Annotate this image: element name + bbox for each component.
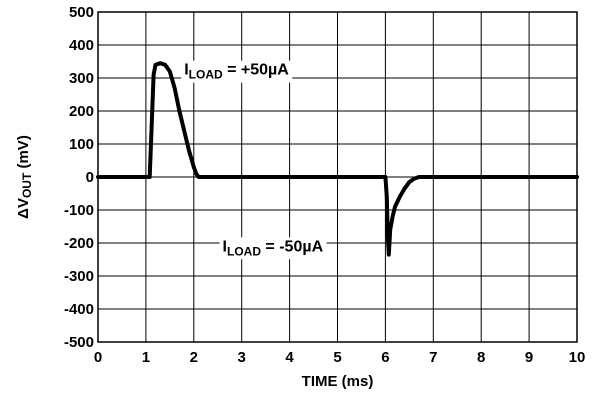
y-tick-label: 200 (69, 103, 94, 120)
y-tick-label: 400 (69, 37, 94, 54)
y-axis-label-suffix: (mV) (15, 135, 32, 173)
x-tick-label: 8 (477, 349, 485, 366)
y-tick-label: -300 (64, 268, 94, 285)
y-tick-label: 100 (69, 136, 94, 153)
x-tick-label: 7 (429, 349, 437, 366)
annotation-prefix: I (223, 238, 227, 255)
series-line (96, 61, 579, 257)
annotation-prefix: I (184, 62, 188, 79)
x-tick-label: 0 (94, 349, 102, 366)
x-tick-label: 2 (190, 349, 198, 366)
y-axis-label-prefix: ΔV (15, 198, 32, 219)
x-tick-label: 6 (381, 349, 389, 366)
annotation-subscript: LOAD (189, 68, 223, 82)
x-tick-label: 10 (569, 349, 586, 366)
y-tick-label: 0 (86, 169, 94, 186)
y-tick-label: -500 (64, 334, 94, 351)
x-tick-label: 1 (142, 349, 150, 366)
annotation-positive-load: ILOAD = +50µA (181, 60, 293, 83)
annotation-negative-load: ILOAD = -50µA (219, 237, 327, 260)
svg-text:ILOAD = +50µA: ILOAD = +50µA (184, 62, 289, 82)
x-tick-label: 4 (285, 349, 294, 366)
y-tick-label: -400 (64, 301, 94, 318)
svg-text:ILOAD = -50µA: ILOAD = -50µA (223, 238, 324, 258)
y-tick-label: 300 (69, 70, 94, 87)
annotation-text: = +50µA (223, 62, 290, 79)
y-axis-label: ΔVOUT (mV) (15, 135, 34, 219)
x-tick-label: 9 (525, 349, 533, 366)
y-tick-label: -200 (64, 235, 94, 252)
x-tick-labels: 0 1 2 3 4 5 6 7 8 9 10 (94, 349, 586, 366)
y-tick-label: -100 (64, 202, 94, 219)
x-tick-label: 5 (333, 349, 341, 366)
y-tick-label: 500 (69, 4, 94, 21)
annotation-subscript: LOAD (227, 244, 261, 258)
x-tick-label: 3 (238, 349, 246, 366)
annotation-text: = -50µA (261, 238, 324, 255)
y-tick-labels: 500 400 300 200 100 0 -100 -200 -300 -400 -500 (64, 4, 94, 351)
x-axis-label: TIME (ms) (302, 373, 374, 390)
y-axis-label-subscript: OUT (20, 172, 34, 198)
